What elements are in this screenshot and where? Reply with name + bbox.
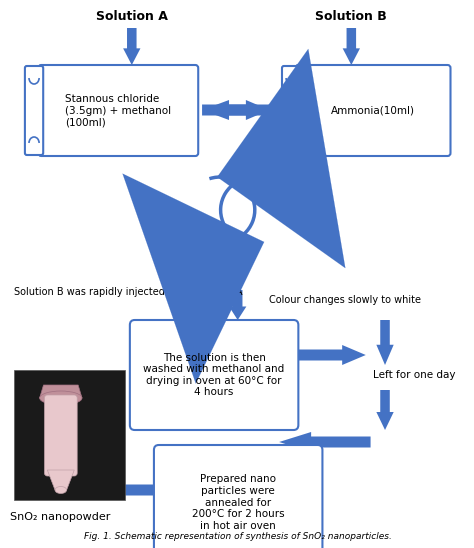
Polygon shape	[58, 480, 154, 500]
Polygon shape	[343, 28, 360, 65]
FancyBboxPatch shape	[154, 445, 322, 548]
Polygon shape	[229, 290, 246, 320]
Polygon shape	[376, 390, 394, 430]
Text: The solution is then
washed with methanol and
drying in oven at 60°C for
4 hours: The solution is then washed with methano…	[144, 352, 285, 397]
Polygon shape	[40, 385, 82, 398]
Text: Solution B: Solution B	[315, 10, 387, 23]
FancyBboxPatch shape	[130, 320, 298, 430]
Text: Ammonia(10ml): Ammonia(10ml)	[331, 106, 415, 116]
FancyBboxPatch shape	[282, 66, 301, 155]
Text: Fig. 1. Schematic representation of synthesis of SnO₂ nanoparticles.: Fig. 1. Schematic representation of synt…	[84, 532, 392, 541]
Polygon shape	[376, 320, 394, 365]
Bar	[14, 370, 125, 500]
FancyBboxPatch shape	[25, 66, 43, 155]
FancyBboxPatch shape	[38, 65, 198, 156]
Text: Colour changes slowly to white: Colour changes slowly to white	[270, 295, 421, 305]
Text: Left for one day: Left for one day	[374, 370, 456, 380]
Text: SnO₂ nanopowder: SnO₂ nanopowder	[10, 512, 110, 522]
Polygon shape	[123, 28, 140, 65]
Polygon shape	[202, 100, 270, 120]
FancyBboxPatch shape	[295, 65, 450, 156]
Text: Solution B was rapidly injected in to Solution A: Solution B was rapidly injected in to So…	[14, 287, 243, 297]
Polygon shape	[202, 100, 279, 120]
FancyBboxPatch shape	[45, 395, 77, 476]
Ellipse shape	[40, 391, 82, 405]
Text: Solution A: Solution A	[96, 10, 168, 23]
Polygon shape	[298, 345, 366, 365]
Ellipse shape	[55, 487, 67, 494]
Polygon shape	[47, 470, 74, 490]
Polygon shape	[229, 240, 246, 278]
Polygon shape	[279, 432, 371, 452]
Text: Stannous chloride
(3.5gm) + methanol
(100ml): Stannous chloride (3.5gm) + methanol (10…	[65, 94, 172, 127]
Text: Prepared nano
particles were
annealed for
200°C for 2 hours
in hot air oven: Prepared nano particles were annealed fo…	[192, 475, 284, 530]
